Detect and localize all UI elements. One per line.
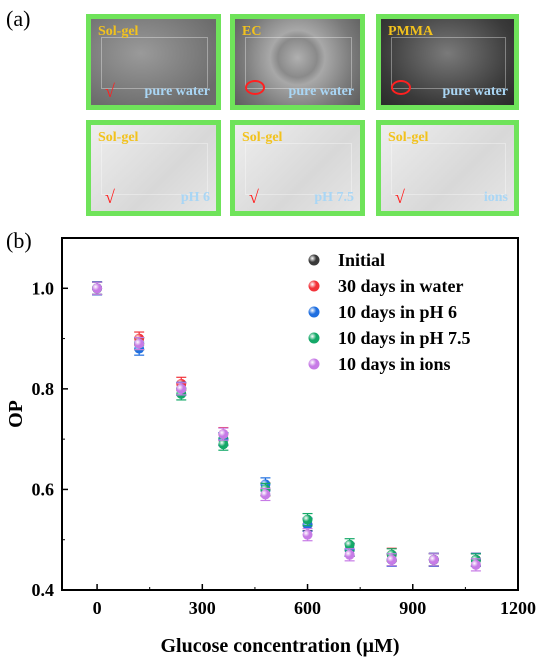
data-point [344, 539, 355, 550]
y-tick-label: 0.8 [32, 379, 55, 399]
photo-background [91, 125, 216, 211]
data-point [92, 283, 103, 294]
film-sample [245, 143, 352, 195]
checkmark-icon: √ [105, 81, 115, 101]
photo-tile: Sol-gel pH 6 √ [86, 120, 221, 216]
data-point [302, 514, 313, 525]
legend-marker [308, 358, 320, 370]
material-label: Sol-gel [98, 24, 139, 39]
legend-label: 30 days in water [338, 276, 464, 296]
photo-tile: Sol-gel pure water √ [86, 14, 221, 110]
legend-marker [308, 280, 320, 292]
x-tick-label: 900 [399, 598, 426, 618]
material-label: PMMA [388, 24, 434, 39]
data-point [386, 554, 397, 565]
film-sample [391, 37, 506, 89]
condition-label: pure water [144, 84, 210, 99]
checkmark-icon: √ [105, 187, 115, 207]
photo-tile: Sol-gel ions √ [376, 120, 519, 216]
material-label: Sol-gel [242, 130, 283, 145]
legend-marker [308, 332, 320, 344]
legend-label: 10 days in pH 6 [338, 302, 457, 322]
material-label: EC [242, 24, 262, 39]
material-label: Sol-gel [388, 130, 429, 145]
plot-frame [61, 237, 519, 591]
x-tick-label: 0 [93, 598, 102, 618]
film-sample [245, 37, 352, 89]
data-point [176, 383, 187, 394]
x-tick-label: 600 [294, 598, 321, 618]
photo-background [235, 125, 360, 211]
photo-tile: Sol-gel pH 7.5 √ [230, 120, 365, 216]
film-sample [101, 143, 208, 195]
y-tick-label: 0.4 [32, 580, 55, 600]
condition-label: pure water [442, 84, 508, 99]
data-point [218, 429, 229, 440]
circle-mark-icon [391, 80, 411, 95]
legend-marker [308, 254, 320, 266]
y-tick-label: 0.6 [32, 479, 55, 499]
data-point [428, 554, 439, 565]
film-sample [101, 37, 208, 89]
circle-mark-icon [245, 80, 265, 95]
y-tick-label: 1.0 [32, 278, 55, 298]
x-tick-label: 300 [189, 598, 216, 618]
photo-grid: Sol-gel pure water √ EC pure water PMMA pure w… [86, 14, 519, 232]
x-tick-label: 1200 [500, 598, 536, 618]
data-point [344, 549, 355, 560]
photo-background [91, 19, 216, 105]
condition-label: pure water [288, 84, 354, 99]
glucose-op-chart: 0 300 600 900 1200 0.4 0.6 0.8 1.0 Glucose concen… [5, 237, 536, 657]
photo-tile: PMMA pure water [376, 14, 519, 110]
y-axis-label: OP [5, 400, 27, 428]
legend-marker [308, 306, 320, 318]
checkmark-icon: √ [395, 187, 405, 207]
photo-background [381, 125, 514, 211]
checkmark-icon: √ [249, 187, 259, 207]
data-point [218, 439, 229, 450]
x-axis-label: Glucose concentration (μM) [160, 635, 399, 657]
panel-a-label: (a) [6, 6, 31, 31]
condition-label: pH 7.5 [314, 190, 354, 205]
data-point [302, 529, 313, 540]
data-point [260, 489, 271, 500]
legend-label: Initial [338, 250, 385, 270]
legend-label: 10 days in pH 7.5 [338, 328, 471, 348]
data-point [470, 559, 481, 570]
material-label: Sol-gel [98, 130, 139, 145]
legend-label: 10 days in ions [338, 354, 451, 374]
panel-b-label: (b) [6, 228, 32, 253]
photo-tile: EC pure water [230, 14, 365, 110]
data-point [134, 338, 145, 349]
film-sample [391, 143, 506, 195]
condition-label: pH 6 [180, 190, 210, 205]
condition-label: ions [483, 190, 508, 205]
